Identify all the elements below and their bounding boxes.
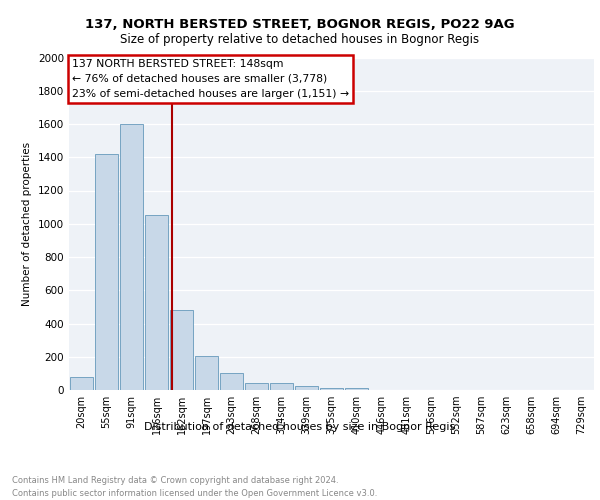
Bar xyxy=(345,388,368,390)
Bar xyxy=(170,310,193,390)
Bar xyxy=(245,382,268,390)
Bar xyxy=(195,356,218,390)
Bar xyxy=(270,382,293,390)
Bar xyxy=(145,216,168,390)
Bar xyxy=(70,376,93,390)
Y-axis label: Number of detached properties: Number of detached properties xyxy=(22,142,32,306)
Text: 137 NORTH BERSTED STREET: 148sqm
← 76% of detached houses are smaller (3,778)
23: 137 NORTH BERSTED STREET: 148sqm ← 76% o… xyxy=(71,59,349,99)
Text: Size of property relative to detached houses in Bognor Regis: Size of property relative to detached ho… xyxy=(121,32,479,46)
Text: 137, NORTH BERSTED STREET, BOGNOR REGIS, PO22 9AG: 137, NORTH BERSTED STREET, BOGNOR REGIS,… xyxy=(85,18,515,30)
Bar xyxy=(295,386,318,390)
Bar xyxy=(120,124,143,390)
Text: Contains public sector information licensed under the Open Government Licence v3: Contains public sector information licen… xyxy=(12,489,377,498)
Text: Distribution of detached houses by size in Bognor Regis: Distribution of detached houses by size … xyxy=(145,422,455,432)
Bar xyxy=(95,154,118,390)
Text: Contains HM Land Registry data © Crown copyright and database right 2024.: Contains HM Land Registry data © Crown c… xyxy=(12,476,338,485)
Bar xyxy=(220,374,243,390)
Bar xyxy=(320,388,343,390)
